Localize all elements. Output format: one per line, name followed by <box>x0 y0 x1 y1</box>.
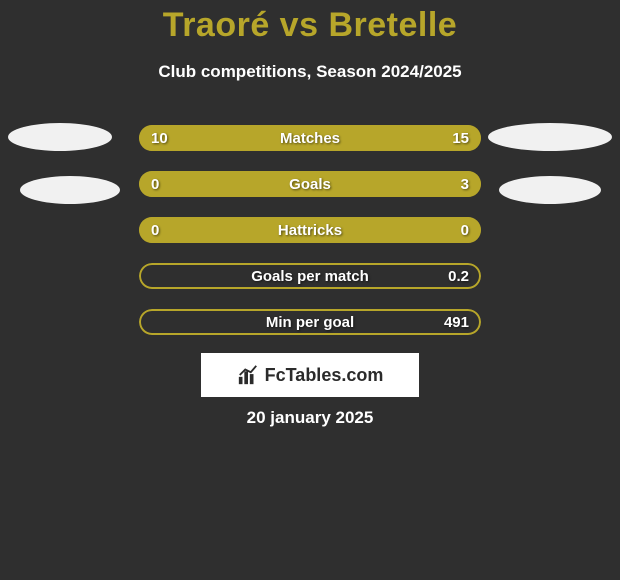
stat-label: Goals <box>139 171 481 197</box>
snapshot-date: 20 january 2025 <box>0 408 620 428</box>
stat-value-left: 0 <box>151 217 159 243</box>
stat-row: Min per goal491 <box>139 309 481 335</box>
stat-value-left: 0 <box>151 171 159 197</box>
stat-label: Matches <box>139 125 481 151</box>
stat-value-right: 0.2 <box>448 263 469 289</box>
stat-rows: Matches1015Goals03Hattricks00Goals per m… <box>139 125 481 355</box>
stat-row: Hattricks0 0 <box>139 217 481 243</box>
stat-value-right: 3 <box>461 171 469 197</box>
player-right-badge-1 <box>488 123 612 151</box>
stat-label: Hattricks <box>139 217 481 243</box>
source-logo-text: FcTables.com <box>265 365 384 386</box>
player-left-badge-1 <box>8 123 112 151</box>
stat-value-left: 10 <box>151 125 168 151</box>
comparison-card: Traoré vs Bretelle Club competitions, Se… <box>0 0 620 580</box>
subtitle: Club competitions, Season 2024/2025 <box>0 62 620 82</box>
stat-value-right: 15 <box>452 125 469 151</box>
stat-label: Min per goal <box>139 309 481 335</box>
stat-row: Goals per match0.2 <box>139 263 481 289</box>
player-right-badge-2 <box>499 176 601 204</box>
stat-label: Goals per match <box>139 263 481 289</box>
stat-value-right: 491 <box>444 309 469 335</box>
source-logo: FcTables.com <box>201 353 419 397</box>
bar-chart-icon <box>237 364 259 386</box>
player-left-badge-2 <box>20 176 120 204</box>
title: Traoré vs Bretelle <box>0 6 620 45</box>
stat-value-right: 0 <box>461 217 469 243</box>
stat-row: Goals0 3 <box>139 171 481 197</box>
stat-row: Matches10 15 <box>139 125 481 151</box>
